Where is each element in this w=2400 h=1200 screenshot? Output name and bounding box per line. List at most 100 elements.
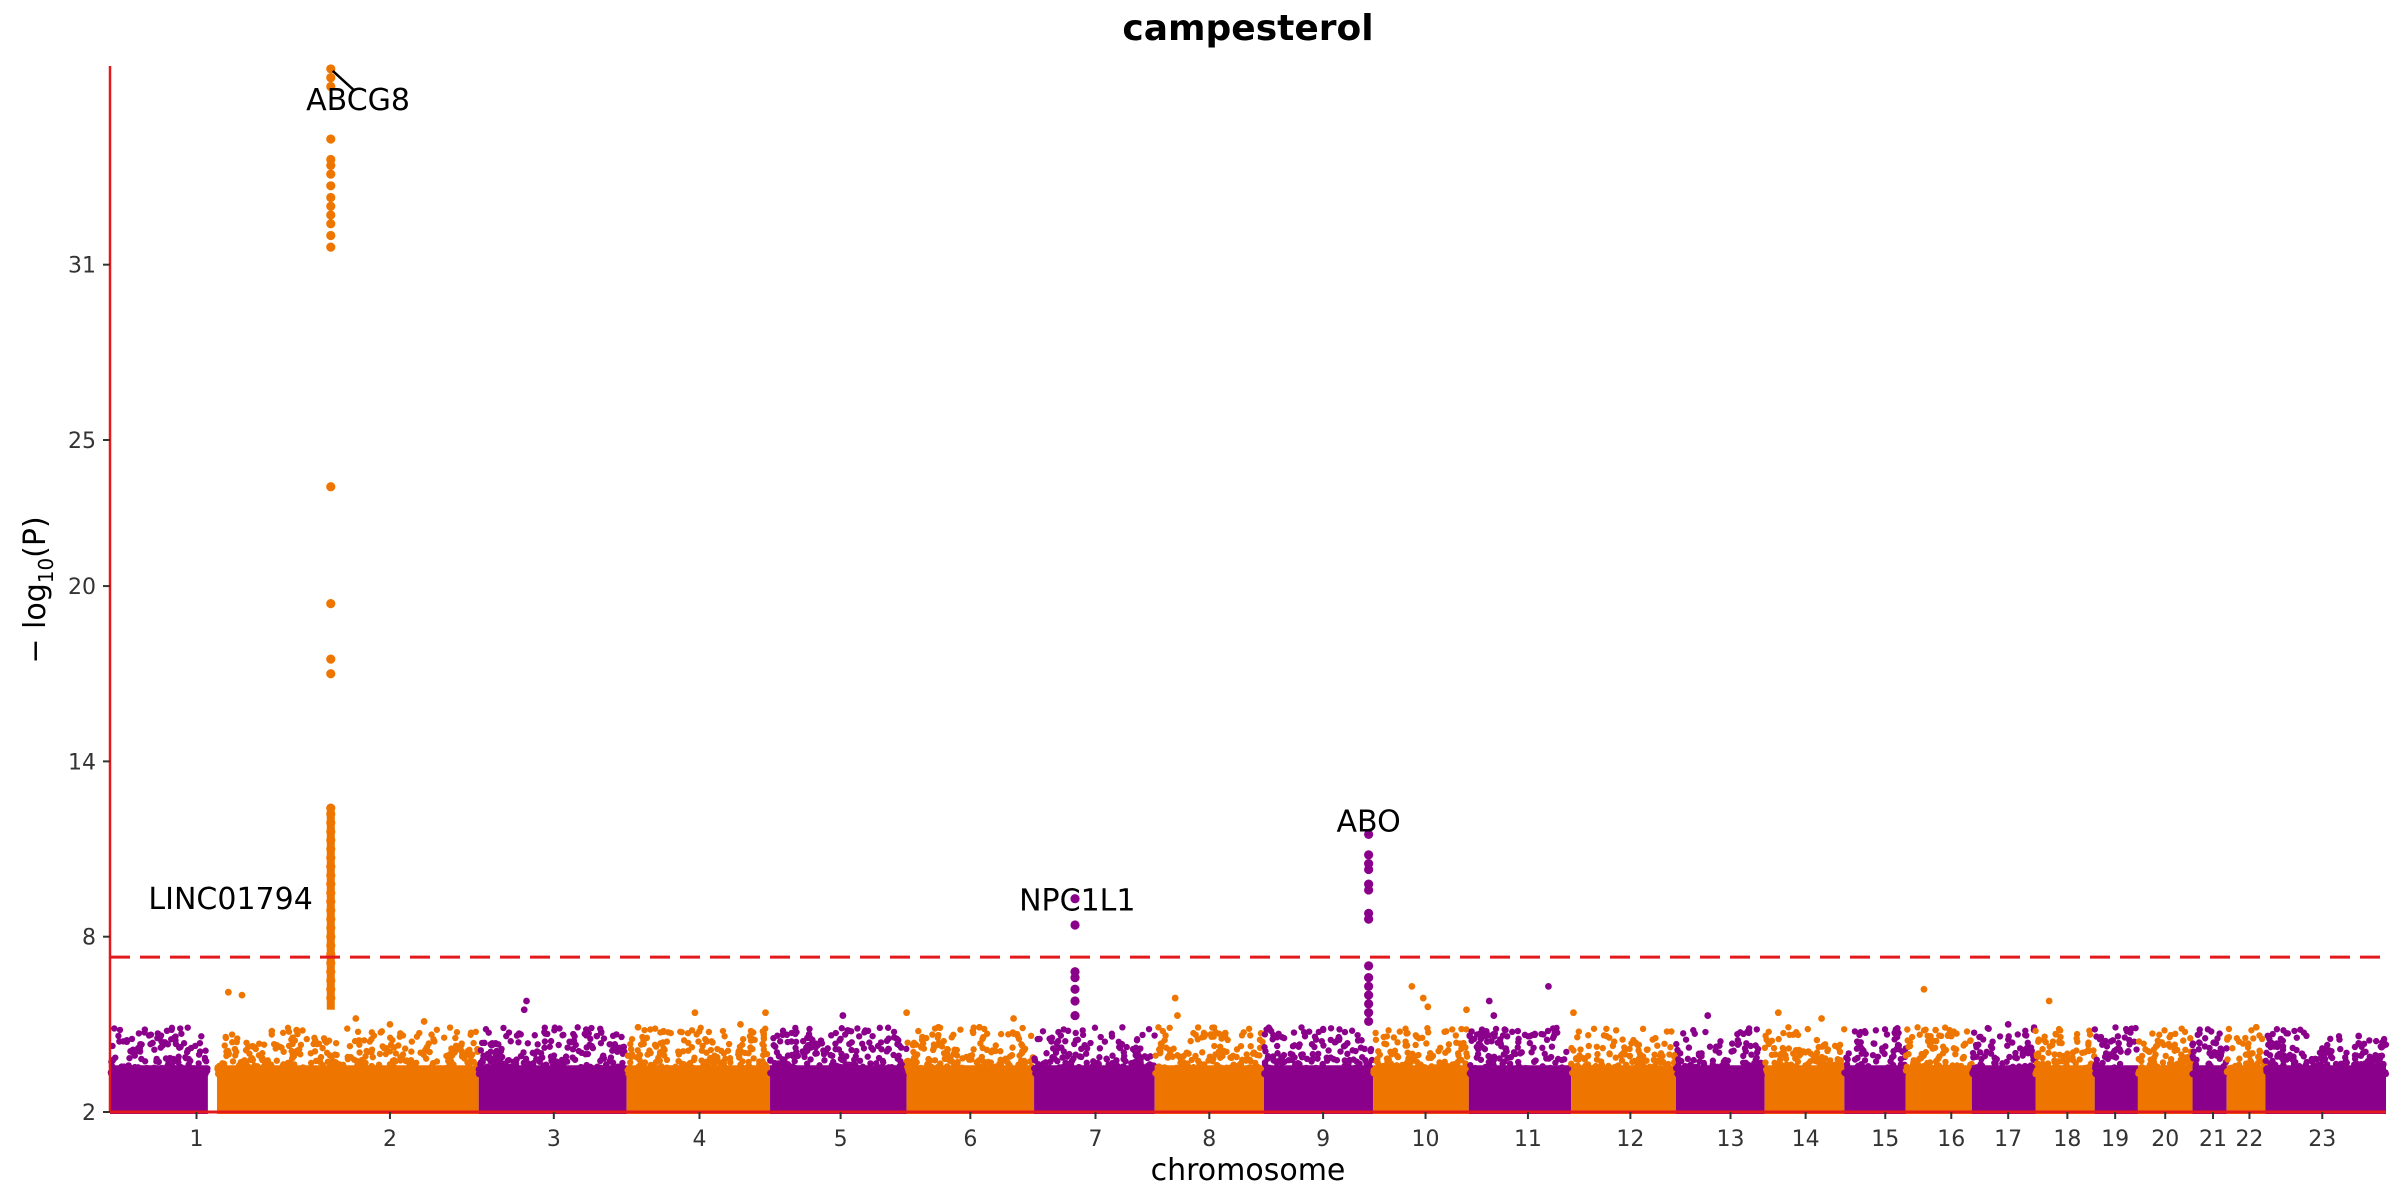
snp-point [137,1065,145,1073]
snp-point [2280,1027,2287,1034]
snp-point [1121,1052,1128,1060]
snp-point [397,1054,404,1061]
snp-point [1078,1053,1085,1061]
snp-point [1009,1044,1016,1051]
snp-point [433,1026,441,1033]
snp-point [636,1051,644,1058]
snp-point [524,1040,532,1047]
snp-point [505,1056,513,1064]
snp-point [1793,1029,1800,1036]
snp-point [1256,1070,1263,1078]
snp-point [2171,1047,2178,1054]
snp-point [1672,1065,1680,1072]
snp-point [1279,1068,1286,1076]
snp-point [2327,1053,2335,1060]
snp-point [1041,1070,1048,1078]
snp-point [242,1064,249,1072]
snp-point [496,1058,503,1065]
snp-point [2005,1033,2012,1040]
snp-point [377,1029,384,1036]
snp-point [806,1025,813,1033]
snp-point [202,1058,210,1065]
snp-point [2039,1045,2046,1053]
snp-point [1932,1026,1939,1034]
snp-point [1548,1043,1556,1050]
snp-point [598,1070,605,1078]
snp-point [259,1055,266,1062]
snp-point [1881,1050,1888,1058]
snp-point [949,1070,956,1078]
snp-point [715,1070,723,1078]
snp-point [1815,1043,1822,1051]
snp-point [807,1056,814,1063]
snp-point [883,1037,891,1045]
snp-point [1143,1069,1150,1077]
snp-point [1973,1053,1980,1060]
snp-point [2380,1061,2387,1068]
snp-point [640,1040,647,1048]
snp-point [498,1045,505,1053]
snp-point [491,1063,498,1070]
snp-point [820,1050,828,1058]
snp-point [1784,1067,1791,1074]
snp-point [1887,1070,1895,1078]
snp-point [368,1048,375,1056]
snp-point [1896,1070,1904,1078]
snp-point [600,1055,608,1062]
snp-point [1914,1024,1921,1031]
snp-point [947,1054,954,1061]
snp-point [185,1065,193,1072]
snp-point [2158,1039,2166,1046]
snp-point [1514,1044,1521,1051]
snp-point [2249,1050,2256,1057]
snp-point [1635,1058,1642,1066]
snp-point [1794,1070,1802,1078]
snp-point [869,1046,877,1053]
snp-point [1207,1054,1215,1062]
snp-point [937,1060,944,1067]
snp-point [1975,1041,1982,1048]
snp-point [882,1070,889,1077]
snp-point [2058,1039,2065,1047]
snp-point [1443,1028,1450,1035]
snp-point [1174,1052,1181,1059]
snp-point [2155,1069,2162,1077]
snp-point [2182,1046,2189,1054]
snp-point [1618,1057,1626,1064]
snp-point [2159,1059,2167,1066]
snp-point [1512,1050,1519,1058]
snp-point [1872,1027,1880,1034]
snp-point [376,1050,384,1058]
snp-point [759,1058,766,1065]
snp-point [678,1028,685,1036]
snp-point [771,1059,778,1067]
snp-point [670,1065,677,1073]
chromosome-2-points [214,1024,482,1114]
snp-point [2172,1030,2179,1038]
snp-point [827,1070,835,1078]
snp-point [392,1058,399,1065]
snp-point [1089,1062,1096,1070]
snp-point [1644,1070,1651,1077]
snp-point [289,1055,296,1062]
snp-point [707,1067,714,1074]
snp-point [1147,1053,1154,1060]
snp-point [123,1036,130,1044]
snp-point [2056,1027,2064,1034]
snp-point [1354,1070,1362,1077]
snp-point [1977,1033,1984,1041]
snp-point [904,1057,912,1065]
snp-point [544,1068,551,1075]
snp-point [382,1050,390,1058]
snp-point [195,1060,202,1067]
snp-point [1630,1036,1637,1044]
snp-point [2136,1068,2143,1076]
snp-point [628,1050,636,1058]
snp-point [219,1060,226,1067]
chromosome-22-points [2223,1025,2268,1114]
snp-point [1661,1040,1668,1047]
snp-point [1506,1060,1514,1067]
snp-point [1799,1048,1807,1056]
snp-point [1941,1063,1948,1071]
snp-point [1137,1058,1144,1066]
